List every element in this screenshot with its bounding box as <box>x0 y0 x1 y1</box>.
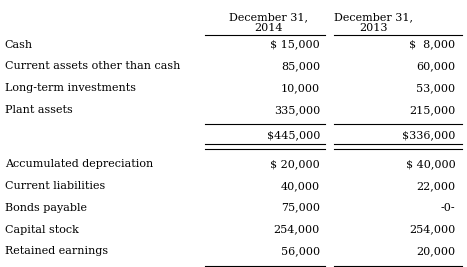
Text: 75,000: 75,000 <box>281 203 320 213</box>
Text: Capital stock: Capital stock <box>5 225 78 235</box>
Text: 60,000: 60,000 <box>416 61 455 72</box>
Text: $ 40,000: $ 40,000 <box>405 159 455 169</box>
Text: Current assets other than cash: Current assets other than cash <box>5 61 180 72</box>
Text: Accumulated depreciation: Accumulated depreciation <box>5 159 153 169</box>
Text: Retained earnings: Retained earnings <box>5 246 108 257</box>
Text: 85,000: 85,000 <box>281 61 320 72</box>
Text: $  8,000: $ 8,000 <box>409 40 455 50</box>
Text: 2014: 2014 <box>254 23 283 33</box>
Text: Long-term investments: Long-term investments <box>5 83 136 93</box>
Text: 254,000: 254,000 <box>409 225 455 235</box>
Text: 2013: 2013 <box>359 23 388 33</box>
Text: Cash: Cash <box>5 40 33 50</box>
Text: 254,000: 254,000 <box>274 225 320 235</box>
Text: Plant assets: Plant assets <box>5 105 72 115</box>
Text: 53,000: 53,000 <box>416 83 455 93</box>
Text: -0-: -0- <box>441 203 455 213</box>
Text: 40,000: 40,000 <box>281 181 320 191</box>
Text: 335,000: 335,000 <box>274 105 320 115</box>
Text: 215,000: 215,000 <box>409 105 455 115</box>
Text: $ 20,000: $ 20,000 <box>270 159 320 169</box>
Text: $445,000: $445,000 <box>267 130 320 140</box>
Text: December 31,: December 31, <box>334 12 413 22</box>
Text: $336,000: $336,000 <box>402 130 455 140</box>
Text: 20,000: 20,000 <box>416 246 455 257</box>
Text: 10,000: 10,000 <box>281 83 320 93</box>
Text: $ 15,000: $ 15,000 <box>270 40 320 50</box>
Text: Current liabilities: Current liabilities <box>5 181 105 191</box>
Text: 22,000: 22,000 <box>416 181 455 191</box>
Text: Bonds payable: Bonds payable <box>5 203 87 213</box>
Text: December 31,: December 31, <box>229 12 308 22</box>
Text: 56,000: 56,000 <box>281 246 320 257</box>
